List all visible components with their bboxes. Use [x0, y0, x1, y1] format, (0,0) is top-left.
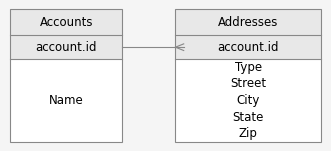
Text: account.id: account.id [35, 41, 97, 54]
Bar [175, 9, 321, 35]
Text: Type: Type [235, 61, 262, 74]
Bar [10, 35, 122, 59]
Bar [175, 9, 321, 142]
Text: Accounts: Accounts [39, 16, 93, 29]
Bar [10, 9, 122, 142]
Text: Name: Name [49, 94, 83, 107]
Text: State: State [233, 111, 264, 124]
Bar [10, 9, 122, 35]
Text: Zip: Zip [239, 127, 258, 140]
Text: Addresses: Addresses [218, 16, 278, 29]
Text: account.id: account.id [217, 41, 279, 54]
Text: City: City [237, 94, 260, 107]
Bar [10, 9, 122, 142]
Bar [175, 9, 321, 142]
Text: Street: Street [230, 77, 266, 90]
Bar [175, 35, 321, 59]
